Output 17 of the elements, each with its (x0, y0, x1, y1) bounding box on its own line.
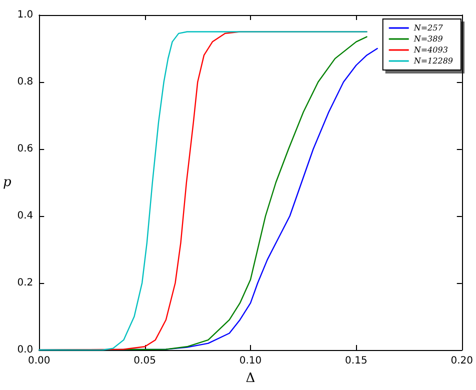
legend-label: N=12289 (412, 56, 454, 66)
x-tick-label: 0.10 (239, 356, 262, 366)
y-axis-title: p (2, 175, 12, 190)
y-tick-label: 0.6 (17, 144, 34, 154)
y-tick-label: 0.8 (17, 76, 34, 88)
legend-label: N=389 (412, 34, 443, 44)
x-tick-label: 0.15 (345, 356, 368, 366)
y-tick-label: 0.4 (17, 210, 34, 222)
legend-label: N=257 (412, 24, 444, 32)
y-tick-label: 0.2 (17, 278, 34, 288)
y-tick-label: 1.0 (17, 10, 34, 20)
y-tick-label: 0.0 (17, 344, 34, 356)
x-tick-label: 0.00 (28, 356, 50, 366)
x-tick-label: 0.20 (450, 356, 473, 366)
x-axis-title: Δ (246, 371, 256, 386)
x-tick-label: 0.05 (134, 356, 156, 366)
legend-label: N=4093 (412, 46, 448, 54)
